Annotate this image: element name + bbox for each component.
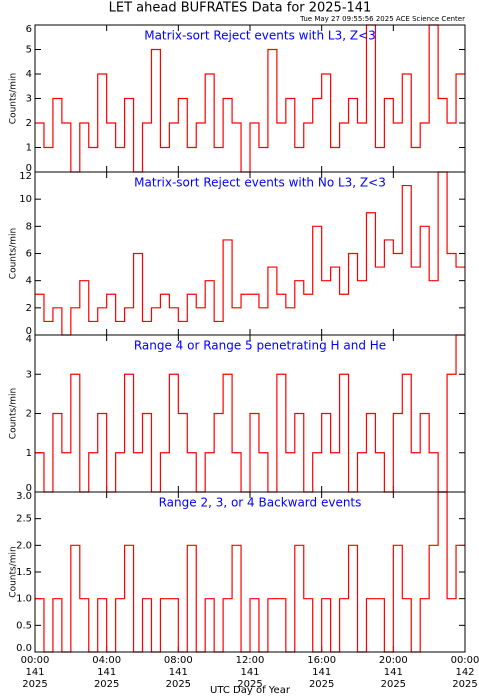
y-tick-label: 10	[19, 194, 32, 205]
x-tick-year: 2025	[309, 679, 334, 690]
y-axis-label: Counts/min	[9, 388, 19, 439]
y-tick-label: 2	[26, 409, 32, 420]
y-tick-label: 3	[26, 94, 32, 105]
data-line	[35, 24, 465, 173]
y-tick-label: 4	[26, 276, 32, 287]
y-tick-label: 2.5	[16, 514, 32, 525]
y-tick-label: 6	[26, 249, 32, 260]
x-tick-day: 141	[312, 667, 331, 678]
y-tick-label: 1.5	[16, 567, 32, 578]
y-tick-label: 0.0	[16, 643, 32, 654]
x-tick-day: 141	[25, 667, 44, 678]
x-tick-label: 12:00	[236, 655, 265, 666]
x-tick-year: 2025	[22, 679, 47, 690]
x-tick-day: 141	[169, 667, 188, 678]
y-tick-label: 2.0	[16, 540, 32, 551]
y-tick-label: 0.5	[16, 620, 32, 631]
timestamp: Tue May 27 09:55:56 2025 ACE Science Cen…	[299, 15, 465, 23]
x-tick-year: 2025	[237, 679, 262, 690]
y-tick-label: 0	[26, 163, 32, 174]
x-tick-year: 2025	[166, 679, 191, 690]
y-tick-label: 4	[26, 69, 32, 80]
y-tick-label: 0	[26, 483, 32, 494]
x-tick-year: 2025	[94, 679, 119, 690]
y-tick-label: 1	[26, 448, 32, 459]
y-tick-label: 1	[26, 143, 32, 154]
y-tick-label: 0	[26, 326, 32, 337]
x-tick-label: 00:00	[451, 655, 479, 666]
x-tick-day: 142	[455, 667, 474, 678]
x-tick-day: 141	[240, 667, 259, 678]
y-tick-label: 2	[26, 118, 32, 129]
y-tick-label: 6	[26, 24, 32, 35]
x-tick-year: 2025	[381, 679, 406, 690]
x-tick-label: 04:00	[92, 655, 121, 666]
panel-title: Range 4 or Range 5 penetrating H and He	[134, 339, 386, 353]
panel-title: Range 2, 3, or 4 Backward events	[159, 496, 362, 510]
y-tick-label: 1.0	[16, 594, 32, 605]
data-line	[35, 171, 465, 336]
data-line	[35, 334, 465, 493]
y-axis-label: Counts/min	[9, 228, 19, 279]
y-tick-label: 12	[19, 171, 32, 182]
x-tick-year: 2025	[452, 679, 477, 690]
page-title: LET ahead BUFRATES Data for 2025-141	[109, 1, 372, 16]
panel-title: Matrix-sort Reject events with L3, Z<3	[144, 29, 376, 43]
y-axis-label: Counts/min	[9, 73, 19, 124]
x-tick-day: 141	[384, 667, 403, 678]
y-tick-label: 8	[26, 221, 32, 232]
x-tick-day: 141	[97, 667, 116, 678]
x-axis-label: UTC Day of Year	[210, 685, 291, 696]
y-tick-label: 4	[26, 334, 32, 345]
x-tick-label: 00:00	[21, 655, 50, 666]
x-tick-label: 08:00	[164, 655, 193, 666]
y-tick-label: 3	[26, 369, 32, 380]
y-tick-label: 5	[26, 45, 32, 56]
y-tick-label: 2	[26, 303, 32, 314]
y-tick-label: 3.0	[16, 491, 32, 502]
y-axis-label: Counts/min	[9, 546, 19, 597]
x-tick-label: 16:00	[307, 655, 336, 666]
panel-frame	[34, 491, 466, 653]
panel-title: Matrix-sort Reject events with No L3, Z<…	[134, 176, 386, 190]
x-tick-label: 20:00	[379, 655, 408, 666]
